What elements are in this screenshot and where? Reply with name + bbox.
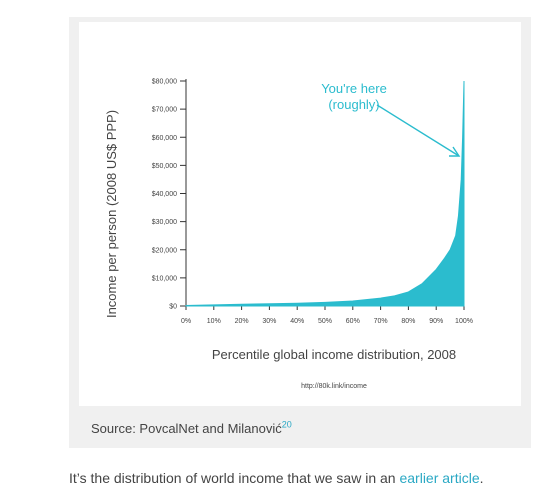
y-tick-label: $80,000 <box>152 79 177 86</box>
y-tick-label: $30,000 <box>152 219 177 226</box>
x-axis-label: Percentile global income distribution, 2… <box>212 347 456 362</box>
y-axis: $0 $10,000 $20,000 $30,000 $40,000 $50,000 $60… <box>152 79 187 311</box>
y-tick-label: $10,000 <box>152 275 177 282</box>
y-axis-label: Income per person (2008 US$ PPP) <box>104 110 119 318</box>
y-tick-label: $20,000 <box>152 247 177 254</box>
x-tick-label: 10% <box>207 318 221 325</box>
x-tick-label: 40% <box>290 318 304 325</box>
body-text-after: . <box>479 470 484 486</box>
y-tick-label: $0 <box>169 304 177 311</box>
y-tick-label: $70,000 <box>152 107 177 114</box>
annotation-arrow-shaft <box>376 104 460 157</box>
x-tick-label: 50% <box>318 318 332 325</box>
x-tick-label: 80% <box>401 318 415 325</box>
figure-caption: Source: PovcalNet and Milanović20 <box>91 419 292 436</box>
body-paragraph: It’s the distribution of world income th… <box>69 470 484 486</box>
annotation-line-1: You're here <box>321 81 387 96</box>
annotation-arrow-head <box>449 146 461 157</box>
x-tick-label: 100% <box>455 318 473 325</box>
figure-card: $0 $10,000 $20,000 $30,000 $40,000 $50,000 $60… <box>69 17 531 448</box>
x-tick-label: 30% <box>262 318 276 325</box>
source-link-note: http://80k.link/income <box>301 383 367 390</box>
x-tick-label: 20% <box>235 318 249 325</box>
annotation-line-2: (roughly) <box>328 97 379 112</box>
x-axis: 0% 10% 20% 30% 40% 50% 60% 70% 80% 90% 100% <box>181 305 473 325</box>
data-area <box>185 80 465 307</box>
earlier-article-link[interactable]: earlier article <box>399 470 480 486</box>
x-tick-label: 0% <box>181 318 191 325</box>
x-tick-label: 70% <box>374 318 388 325</box>
income-area <box>185 80 465 307</box>
chart-panel: $0 $10,000 $20,000 $30,000 $40,000 $50,000 $60… <box>79 22 521 406</box>
y-tick-label: $40,000 <box>152 191 177 198</box>
x-tick-label: 90% <box>429 318 443 325</box>
income-distribution-chart: $0 $10,000 $20,000 $30,000 $40,000 $50,000 $60… <box>104 79 473 391</box>
body-text-before: It’s the distribution of world income th… <box>69 470 400 486</box>
y-tick-label: $50,000 <box>152 163 177 170</box>
y-tick-label: $60,000 <box>152 135 177 142</box>
caption-source: Source: PovcalNet and Milanović <box>91 421 282 436</box>
footnote-link[interactable]: 20 <box>281 419 292 430</box>
x-tick-label: 60% <box>346 318 360 325</box>
